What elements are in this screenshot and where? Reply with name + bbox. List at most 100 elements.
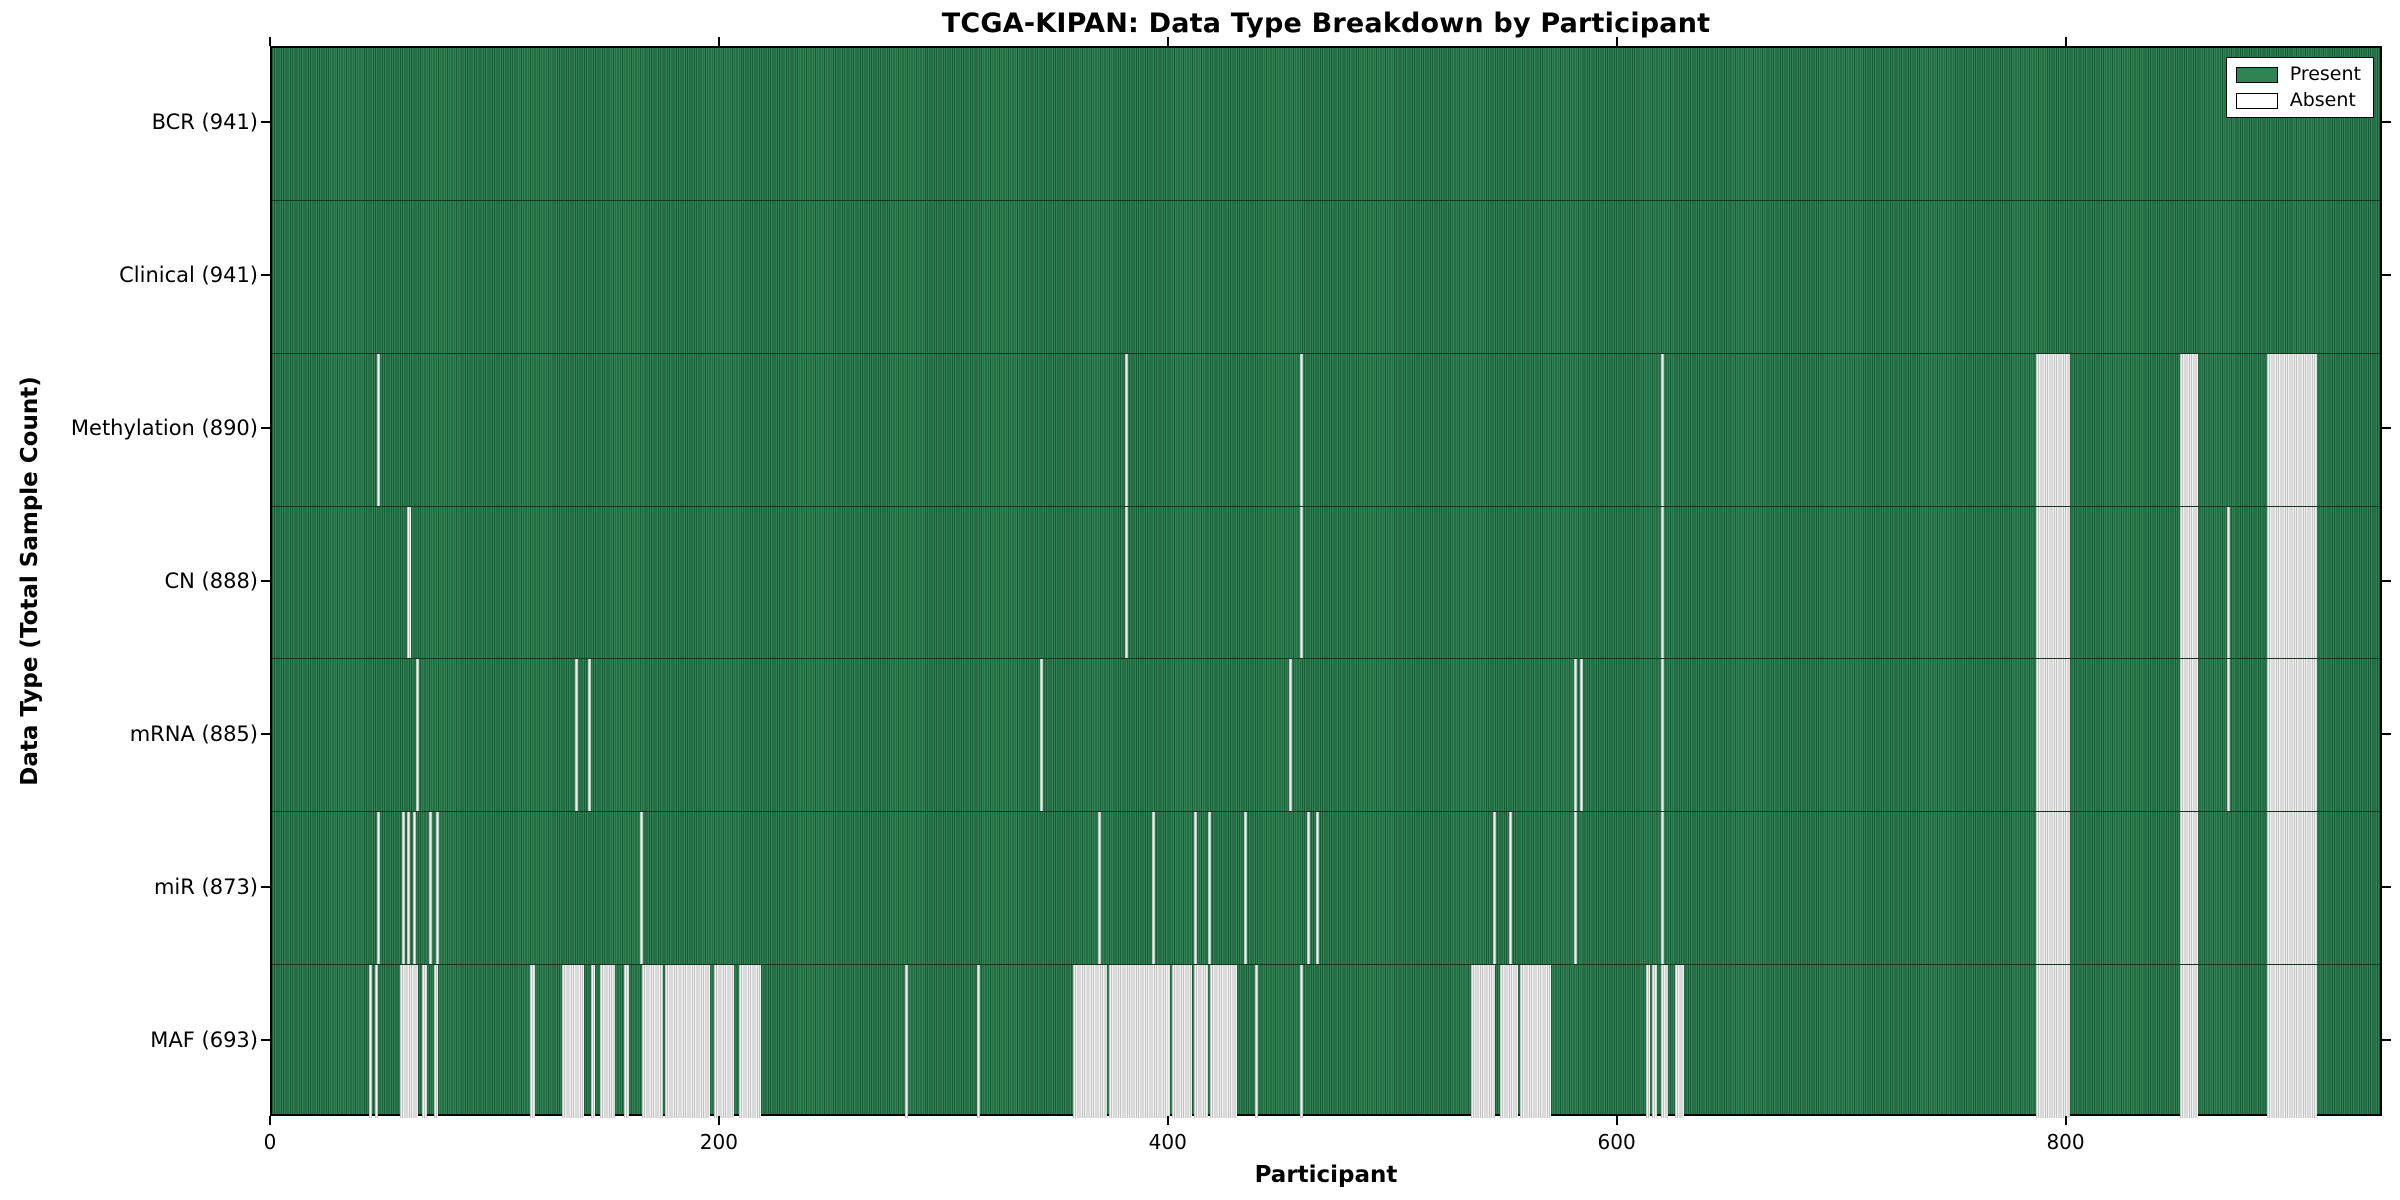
row-BCR — [272, 48, 2380, 201]
absent-segment — [1499, 965, 1518, 1118]
absent-segment — [2226, 506, 2230, 659]
absent-segment — [904, 965, 908, 1118]
absent-segment — [1661, 506, 1665, 659]
y-tick-label-Methylation: Methylation (890) — [70, 416, 258, 441]
x-axis-label: Participant — [1254, 1162, 1398, 1188]
y-tick-label-CN: CN (888) — [164, 569, 258, 593]
absent-segment — [1519, 965, 1552, 1118]
x-tick-top — [1615, 37, 1618, 46]
absent-segment — [530, 965, 535, 1118]
absent-segment — [1243, 812, 1247, 965]
absent-segment — [1097, 812, 1101, 965]
absent-segment — [1194, 812, 1198, 965]
absent-segment — [1299, 965, 1303, 1118]
absent-segment — [1661, 812, 1665, 965]
x-tick-top — [269, 37, 271, 46]
absent-segment — [590, 965, 596, 1118]
absent-segment — [642, 965, 663, 1118]
absent-segment — [1661, 965, 1668, 1118]
row-miR — [272, 812, 2380, 966]
absent-segment — [1039, 659, 1043, 812]
absent-segment — [1508, 812, 1512, 965]
plot-area — [270, 46, 2382, 1118]
y-tick-left — [261, 274, 270, 277]
y-tick-left — [261, 427, 270, 430]
absent-segment — [2036, 965, 2070, 1118]
absent-segment — [415, 659, 419, 812]
absent-segment — [1194, 965, 1208, 1118]
absent-segment — [1151, 812, 1155, 965]
absent-segment — [2036, 506, 2070, 659]
absent-segment — [599, 965, 616, 1118]
absent-segment — [435, 812, 439, 965]
absent-segment — [2179, 659, 2198, 812]
legend-label-present: Present — [2289, 63, 2361, 85]
y-tick-left — [261, 121, 270, 124]
y-tick-label-BCR: BCR (941) — [151, 110, 258, 135]
y-tick-left — [261, 732, 270, 735]
legend-entry-absent: Absent — [2235, 89, 2361, 111]
absent-segment — [1652, 965, 1657, 1118]
absent-segment — [2036, 659, 2070, 812]
x-tick-bottom — [717, 1116, 720, 1125]
absent-segment — [1315, 812, 1319, 965]
absent-segment — [574, 659, 578, 812]
x-tick-top — [717, 37, 720, 46]
absent-segment — [377, 353, 381, 506]
absent-segment — [1580, 659, 1584, 812]
absent-segment — [1207, 812, 1211, 965]
x-tick-bottom — [1166, 1116, 1169, 1125]
absent-segment — [1645, 965, 1651, 1118]
absent-segment — [1661, 353, 1665, 506]
absent-segment — [368, 965, 372, 1118]
absent-segment — [624, 965, 629, 1118]
absent-segment — [640, 812, 644, 965]
absent-segment — [1573, 812, 1577, 965]
row-Clinical — [272, 201, 2380, 354]
x-tick-top — [2064, 37, 2067, 46]
y-tick-right — [2382, 1038, 2391, 1041]
legend-label-absent: Absent — [2289, 89, 2356, 111]
y-tick-right — [2382, 732, 2391, 735]
absent-segment — [399, 965, 418, 1118]
absent-segment — [664, 965, 710, 1118]
y-tick-right — [2382, 427, 2391, 430]
absent-segment — [2179, 506, 2198, 659]
legend-entry-present: Present — [2235, 63, 2361, 85]
absent-segment — [1210, 965, 1238, 1118]
y-tick-label-mRNA: mRNA (885) — [129, 721, 258, 746]
absent-segment — [406, 506, 412, 659]
absent-segment — [413, 812, 417, 965]
absent-segment — [738, 965, 762, 1118]
absent-segment — [2267, 506, 2317, 659]
absent-segment — [377, 812, 381, 965]
absent-segment — [1306, 812, 1310, 965]
absent-swatch — [2235, 92, 2278, 109]
present-swatch — [2235, 66, 2278, 83]
absent-segment — [2267, 353, 2317, 506]
y-tick-right — [2382, 121, 2391, 124]
y-tick-right — [2382, 580, 2391, 582]
absent-segment — [1573, 659, 1577, 812]
x-tick-label-0: 0 — [263, 1130, 277, 1154]
absent-segment — [422, 965, 427, 1118]
absent-segment — [561, 965, 584, 1118]
absent-segment — [2036, 812, 2070, 965]
row-mRNA — [272, 659, 2380, 813]
absent-segment — [1661, 659, 1665, 812]
row-Methylation — [272, 353, 2380, 507]
absent-segment — [1172, 965, 1193, 1118]
legend: Present Absent — [2225, 57, 2374, 118]
absent-segment — [406, 812, 410, 965]
absent-segment — [402, 812, 406, 965]
absent-segment — [588, 659, 592, 812]
y-tick-label-MAF: MAF (693) — [150, 1027, 258, 1052]
absent-segment — [1109, 965, 1170, 1118]
absent-segment — [1470, 965, 1496, 1118]
absent-segment — [375, 965, 379, 1118]
absent-segment — [2226, 659, 2230, 812]
chart-title: TCGA-KIPAN: Data Type Breakdown by Parti… — [941, 8, 1711, 39]
absent-segment — [2179, 965, 2198, 1118]
row-CN — [272, 506, 2380, 660]
absent-segment — [1288, 659, 1292, 812]
